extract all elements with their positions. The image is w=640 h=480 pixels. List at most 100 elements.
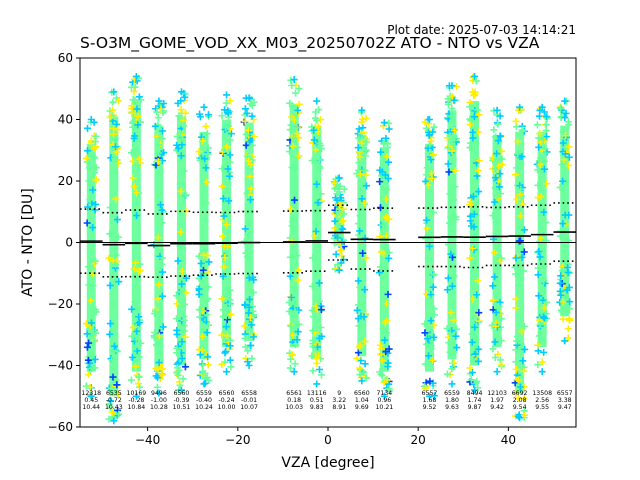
- band-core: [560, 125, 570, 317]
- data-point: [355, 166, 363, 174]
- data-point-min: [110, 417, 118, 425]
- data-point: [314, 199, 322, 207]
- data-point: [425, 242, 433, 250]
- data-point: [180, 316, 188, 324]
- data-point: [566, 298, 574, 306]
- data-point: [224, 109, 232, 117]
- data-point: [286, 272, 294, 280]
- data-point-max: [380, 119, 388, 127]
- data-point: [291, 307, 299, 315]
- data-point: [92, 200, 100, 208]
- data-point: [176, 129, 184, 137]
- bin-std-label: 9.83: [310, 404, 324, 411]
- data-point: [286, 364, 294, 372]
- band-core: [357, 134, 367, 357]
- data-point: [223, 316, 231, 324]
- bin-cloud: [466, 72, 483, 394]
- data-point: [197, 272, 205, 280]
- data-point: [423, 340, 431, 348]
- data-point: [240, 237, 248, 245]
- bin-mean-label: 0.45: [84, 397, 98, 404]
- data-point: [376, 178, 384, 186]
- axis-ticks: −40 −20 0 20 40 −60 −40 −20 0 20 40 60: [48, 51, 516, 447]
- data-point: [205, 258, 213, 266]
- data-point: [196, 351, 204, 359]
- x-axis-label: VZA [degree]: [281, 455, 374, 471]
- data-point: [468, 330, 476, 338]
- data-point: [511, 171, 519, 179]
- data-point: [536, 320, 544, 328]
- data-point: [182, 191, 190, 199]
- data-point: [290, 196, 298, 204]
- data-point: [339, 217, 347, 225]
- data-point: [134, 121, 142, 129]
- data-point: [226, 286, 234, 294]
- data-point: [131, 298, 139, 306]
- data-point: [356, 212, 364, 220]
- data-point: [182, 289, 190, 297]
- data-point: [520, 367, 528, 375]
- data-point: [475, 157, 483, 165]
- data-point: [337, 194, 345, 202]
- data-point-max: [313, 97, 321, 105]
- data-point: [339, 225, 347, 233]
- data-point: [288, 113, 296, 121]
- data-point: [535, 332, 543, 340]
- x-tick-label: 20: [411, 433, 426, 447]
- data-point-min: [335, 266, 343, 274]
- data-point: [383, 186, 391, 194]
- data-point: [450, 348, 458, 356]
- data-point: [356, 283, 364, 291]
- data-point: [497, 336, 505, 344]
- data-point: [107, 397, 115, 405]
- data-point: [132, 362, 140, 370]
- data-point: [181, 333, 189, 341]
- data-point: [179, 135, 187, 143]
- data-point: [286, 253, 294, 261]
- data-point: [286, 99, 294, 107]
- data-point: [361, 234, 369, 242]
- data-point: [92, 164, 100, 172]
- data-point: [520, 226, 528, 234]
- data-point: [340, 185, 348, 193]
- data-point: [518, 127, 526, 135]
- data-point: [565, 153, 573, 161]
- bin-cloud: [240, 94, 258, 369]
- data-point: [87, 331, 95, 339]
- data-point: [447, 112, 455, 120]
- data-point: [381, 244, 389, 252]
- data-point: [533, 121, 541, 129]
- data-point-max: [448, 82, 456, 90]
- data-point: [133, 212, 141, 220]
- data-point: [155, 359, 163, 367]
- data-point: [543, 298, 551, 306]
- data-point: [513, 164, 521, 172]
- data-point: [129, 157, 137, 165]
- data-point: [156, 349, 164, 357]
- data-point: [219, 272, 227, 280]
- data-point: [137, 339, 145, 347]
- data-point: [475, 188, 483, 196]
- data-point: [421, 329, 429, 337]
- data-point: [315, 279, 323, 287]
- data-point: [156, 201, 164, 209]
- data-point: [489, 296, 497, 304]
- data-point: [362, 254, 370, 262]
- data-point: [220, 263, 228, 271]
- data-point: [308, 352, 316, 360]
- data-point: [443, 114, 451, 122]
- data-point: [378, 221, 386, 229]
- data-point: [285, 298, 293, 306]
- data-point: [293, 252, 301, 260]
- data-point: [158, 268, 166, 276]
- data-point: [385, 158, 393, 166]
- data-point: [356, 170, 364, 178]
- bin-count-label: 7134: [376, 390, 392, 397]
- data-point: [557, 272, 565, 280]
- data-point: [450, 272, 458, 280]
- data-point: [356, 364, 364, 372]
- data-point: [360, 199, 368, 207]
- data-point: [203, 251, 211, 259]
- data-point: [84, 203, 92, 211]
- data-point: [540, 108, 548, 116]
